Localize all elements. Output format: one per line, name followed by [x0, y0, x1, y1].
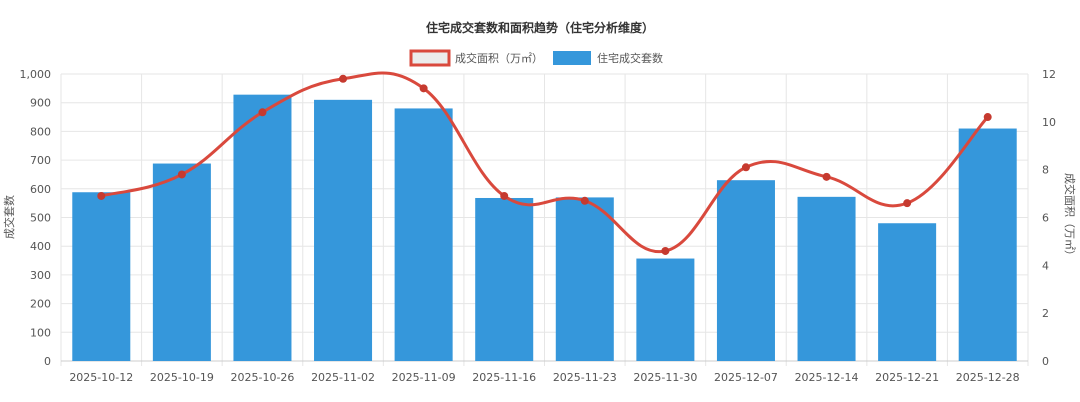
y-tick-label: 200: [30, 298, 51, 311]
legend[interactable]: 成交面积（万㎡） 住宅成交套数: [409, 49, 663, 67]
x-tick-label: 2025-10-19: [150, 371, 214, 384]
x-tick-label: 2025-11-16: [472, 371, 536, 384]
bar-2025-10-12[interactable]: [72, 192, 131, 361]
y2-tick-label: 12: [1042, 68, 1056, 81]
legend-swatch-area[interactable]: [409, 49, 451, 67]
y2-tick-label: 8: [1042, 164, 1049, 177]
y2-tick-label: 10: [1042, 116, 1056, 129]
line-point-2025-10-19[interactable]: [177, 170, 186, 179]
line-point-2025-10-26[interactable]: [258, 108, 267, 117]
bar-2025-11-30[interactable]: [636, 258, 695, 361]
bar-2025-11-09[interactable]: [394, 108, 453, 361]
chart-title: 住宅成交套数和面积趋势（住宅分析维度）: [426, 20, 654, 35]
line-point-2025-11-23[interactable]: [580, 196, 589, 205]
x-tick-label: 2025-11-23: [553, 371, 617, 384]
y-axis-right: 0 2 4 6 8 10 12: [1042, 68, 1056, 368]
gridlines: [60, 73, 1029, 366]
line-point-2025-11-16[interactable]: [500, 191, 509, 200]
line-series: [97, 71, 992, 255]
y2-tick-label: 2: [1042, 307, 1049, 320]
x-tick-label: 2025-11-09: [392, 371, 456, 384]
y-tick-label: 800: [30, 125, 51, 138]
y-tick-label: 0: [44, 355, 51, 368]
line-point-2025-12-28[interactable]: [983, 113, 992, 122]
line-point-2025-12-14[interactable]: [822, 172, 831, 181]
y-tick-label: 500: [30, 212, 51, 225]
bar-2025-10-19[interactable]: [152, 163, 211, 361]
x-tick-label: 2025-11-02: [311, 371, 375, 384]
line-point-2025-11-30[interactable]: [661, 246, 670, 255]
line-point-2025-10-12[interactable]: [97, 191, 106, 200]
legend-swatch-count[interactable]: [553, 51, 591, 65]
bar-2025-12-21[interactable]: [878, 223, 937, 361]
x-axis: 2025-10-12 2025-10-19 2025-10-26 2025-11-02…: [69, 371, 1019, 384]
y-tick-label: 400: [30, 240, 51, 253]
x-tick-label: 2025-10-12: [69, 371, 133, 384]
y2-axis-title: 成交面积（万㎡）: [1063, 173, 1077, 261]
x-tick-label: 2025-12-28: [956, 371, 1020, 384]
y2-tick-label: 0: [1042, 355, 1049, 368]
x-tick-label: 2025-10-26: [230, 371, 294, 384]
line-point-2025-12-21[interactable]: [903, 199, 912, 208]
x-tick-label: 2025-12-21: [875, 371, 939, 384]
y-axis-left: 0 100 200 300 400 500 600 700 800 900 1,000: [20, 68, 52, 368]
bar-series: [72, 94, 1017, 361]
bar-2025-12-14[interactable]: [797, 196, 856, 361]
x-tick-label: 2025-12-07: [714, 371, 778, 384]
bar-2025-12-07[interactable]: [716, 180, 775, 361]
line-point-2025-12-07[interactable]: [741, 163, 750, 172]
y-tick-label: 300: [30, 269, 51, 282]
y-tick-label: 100: [30, 326, 51, 339]
x-tick-label: 2025-11-30: [633, 371, 697, 384]
legend-label-area[interactable]: 成交面积（万㎡）: [455, 51, 543, 65]
bar-2025-11-16[interactable]: [475, 197, 534, 361]
y-axis-title: 成交套数: [2, 195, 16, 239]
y-tick-label: 700: [30, 154, 51, 167]
y-tick-label: 600: [30, 183, 51, 196]
y-tick-label: 900: [30, 97, 51, 110]
x-tick-label: 2025-12-14: [795, 371, 859, 384]
bar-2025-12-28[interactable]: [958, 128, 1017, 361]
y2-tick-label: 6: [1042, 212, 1049, 225]
bar-2025-11-02[interactable]: [314, 99, 373, 361]
y-tick-label: 1,000: [20, 68, 52, 81]
line-point-2025-11-09[interactable]: [419, 84, 428, 93]
y2-tick-label: 4: [1042, 259, 1049, 272]
legend-label-count[interactable]: 住宅成交套数: [597, 51, 663, 65]
bar-2025-10-26[interactable]: [233, 94, 292, 361]
line-point-2025-11-02[interactable]: [339, 74, 348, 83]
bar-2025-11-23[interactable]: [555, 197, 614, 361]
